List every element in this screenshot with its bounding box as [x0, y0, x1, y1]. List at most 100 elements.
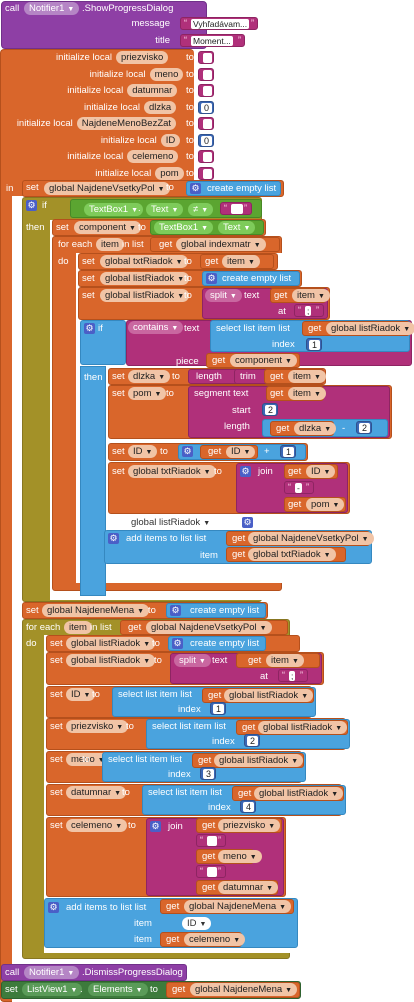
local-row-id[interactable]: initialize local ID to 0 — [0, 133, 215, 149]
number-block[interactable]: 4 — [240, 800, 256, 813]
var-id[interactable]: ID ▼ — [66, 688, 96, 701]
split-dropdown[interactable]: split ▼ — [174, 654, 211, 667]
var-item[interactable]: item ▼ — [292, 289, 330, 302]
semicolon-text-block[interactable]: “;” — [294, 304, 324, 317]
var-meno[interactable]: meno▼ — [66, 753, 110, 766]
number-value[interactable]: 4 — [243, 802, 255, 812]
var-component[interactable]: component ▼ — [74, 221, 141, 234]
number-block[interactable]: 0 — [198, 100, 214, 114]
listview1-dropdown[interactable]: ListView1 ▼ — [22, 983, 83, 996]
number-block[interactable]: 1 — [210, 702, 226, 715]
local-var-meno[interactable]: meno — [149, 67, 184, 81]
var-global-listriadok[interactable]: global listRiadok ▼ — [100, 272, 190, 285]
local-row-pom[interactable]: initialize local pom to — [0, 166, 215, 182]
var-item[interactable]: item ▼ — [288, 387, 326, 400]
text-prop-dropdown[interactable]: Text ▼ — [146, 203, 184, 216]
var-global-listriadok[interactable]: global listRiadok ▼ — [100, 289, 190, 302]
create-empty-list-block[interactable] — [166, 603, 266, 618]
local-var-pom[interactable]: pom — [155, 166, 184, 180]
global-listriadok-getter[interactable]: global listRiadok ▼ — [126, 516, 216, 529]
create-empty-list-block[interactable] — [186, 181, 281, 196]
var-celemeno[interactable]: celemeno ▼ — [66, 819, 128, 832]
local-row-dlzka[interactable]: initialize local dlzka to 0 — [0, 100, 215, 116]
var-global-najdenemena[interactable]: global NajdeneMena ▼ — [42, 604, 150, 617]
var-global-listriadok[interactable]: global listRiadok ▼ — [326, 322, 414, 335]
var-item[interactable]: item ▼ — [288, 370, 326, 383]
var-component[interactable]: component ▼ — [230, 354, 297, 367]
id-getter[interactable]: ID ▼ — [182, 917, 212, 930]
text-prop-dropdown[interactable]: Text ▼ — [218, 221, 256, 234]
var-meno[interactable]: meno▼ — [218, 850, 262, 863]
var-id[interactable]: ID ▼ — [128, 445, 158, 458]
gear-icon[interactable]: ⚙ — [240, 466, 251, 477]
number-block[interactable]: 3 — [200, 767, 216, 780]
empty-text-block[interactable] — [198, 84, 214, 97]
var-global-najdenevsetkypol[interactable]: global NajdeneVsetkyPol ▼ — [248, 532, 374, 545]
var-global-listriadok[interactable]: global listRiadok ▼ — [258, 721, 348, 734]
semicolon-text-block[interactable]: “;” — [278, 669, 308, 682]
empty-text-block[interactable] — [198, 51, 214, 64]
empty-text-block[interactable]: “” — [220, 202, 252, 215]
var-global-txtriadok[interactable]: global txtRiadok ▼ — [100, 255, 188, 268]
create-empty-list-block[interactable] — [168, 636, 266, 651]
var-global-txtriadok[interactable]: global txtRiadok ▼ — [248, 548, 336, 561]
message-text-block[interactable]: “Vyhľadávam...” — [180, 17, 258, 30]
var-global-najdenemena[interactable]: global NajdeneMena ▼ — [184, 900, 292, 913]
neq-operator[interactable]: ≠ ▼ — [188, 203, 214, 216]
local-row-meno[interactable]: initialize local meno to — [0, 67, 215, 83]
space-text-block[interactable]: “” — [196, 834, 226, 847]
var-id[interactable]: ID ▼ — [306, 465, 336, 478]
number-block[interactable]: 2 — [262, 403, 278, 416]
local-var-priezvisko[interactable]: priezvisko — [116, 51, 169, 64]
var-global-najdenemena[interactable]: global NajdeneMena ▼ — [190, 983, 298, 996]
number-value[interactable]: 0 — [201, 102, 213, 113]
local-row-celemeno[interactable]: initialize local celemeno to — [0, 149, 215, 165]
var-global-najdenevsetkypol[interactable]: global NajdeneVsetkyPol ▼ — [146, 621, 272, 634]
gear-icon[interactable]: ⚙ — [84, 323, 95, 334]
local-var-id[interactable]: ID — [160, 133, 181, 147]
gear-icon[interactable]: ⚙ — [48, 902, 59, 913]
var-datumnar[interactable]: datumnar ▼ — [218, 881, 279, 894]
var-global-najdenevsetkypol[interactable]: global NajdeneVsetkyPol ▼ — [44, 182, 170, 195]
textbox1-dropdown[interactable]: TextBox1 ▼ — [84, 203, 144, 216]
create-empty-list-block[interactable] — [202, 271, 300, 286]
var-global-listriadok[interactable]: global listRiadok ▼ — [214, 754, 304, 767]
var-item[interactable]: item ▼ — [266, 654, 304, 667]
var-celemeno[interactable]: celemeno ▼ — [184, 933, 246, 946]
var-pom[interactable]: pom ▼ — [128, 387, 167, 400]
number-block[interactable]: 2 — [356, 421, 372, 434]
number-block[interactable]: 2 — [244, 734, 260, 747]
split-dropdown[interactable]: split ▼ — [205, 289, 242, 302]
dash-text-block[interactable]: “-” — [284, 481, 314, 494]
empty-text-block[interactable] — [198, 150, 214, 163]
var-item[interactable]: item ▼ — [222, 255, 260, 268]
var-datumnar[interactable]: datumnar ▼ — [66, 786, 127, 799]
var-pom[interactable]: pom ▼ — [306, 498, 345, 511]
var-global-listriadok[interactable]: global listRiadok ▼ — [66, 637, 156, 650]
contains-dropdown[interactable]: contains ▼ — [128, 321, 184, 334]
var-id[interactable]: ID ▼ — [226, 446, 256, 458]
var-global-indexmatr[interactable]: global indexmatr ▼ — [176, 238, 266, 251]
number-block[interactable]: 1 — [280, 445, 296, 458]
empty-text-block[interactable] — [198, 67, 214, 81]
number-value[interactable]: 1 — [213, 704, 225, 714]
local-var-najdenemenobezzat[interactable]: NajdeneMenoBezZat — [76, 117, 177, 130]
var-priezvisko[interactable]: priezvisko ▼ — [218, 819, 281, 832]
gear-icon[interactable]: ⚙ — [26, 200, 37, 211]
var-dlzka[interactable]: dlzka ▼ — [128, 370, 171, 383]
local-row-priezvisko[interactable]: initialize local priezvisko to — [0, 50, 215, 66]
textbox1-dropdown[interactable]: TextBox1 ▼ — [154, 221, 214, 234]
gear-icon[interactable]: ⚙ — [206, 273, 217, 284]
var-item[interactable]: item — [96, 238, 124, 251]
gear-icon[interactable]: ⚙ — [170, 605, 181, 616]
notifier-dropdown[interactable]: Notifier1 ▼ — [24, 966, 80, 979]
number-value[interactable]: 0 — [201, 135, 213, 146]
elements-dropdown[interactable]: Elements ▼ — [88, 983, 148, 996]
title-text-block[interactable]: “Moment...” — [180, 34, 245, 47]
local-var-celemeno[interactable]: celemeno — [127, 150, 179, 163]
local-var-datumnar[interactable]: datumnar — [127, 84, 178, 97]
notifier-dropdown[interactable]: Notifier1 ▼ — [24, 2, 80, 15]
var-priezvisko[interactable]: priezvisko ▼ — [66, 720, 129, 733]
var-item[interactable]: item — [64, 621, 92, 634]
empty-text-block[interactable] — [198, 166, 214, 180]
